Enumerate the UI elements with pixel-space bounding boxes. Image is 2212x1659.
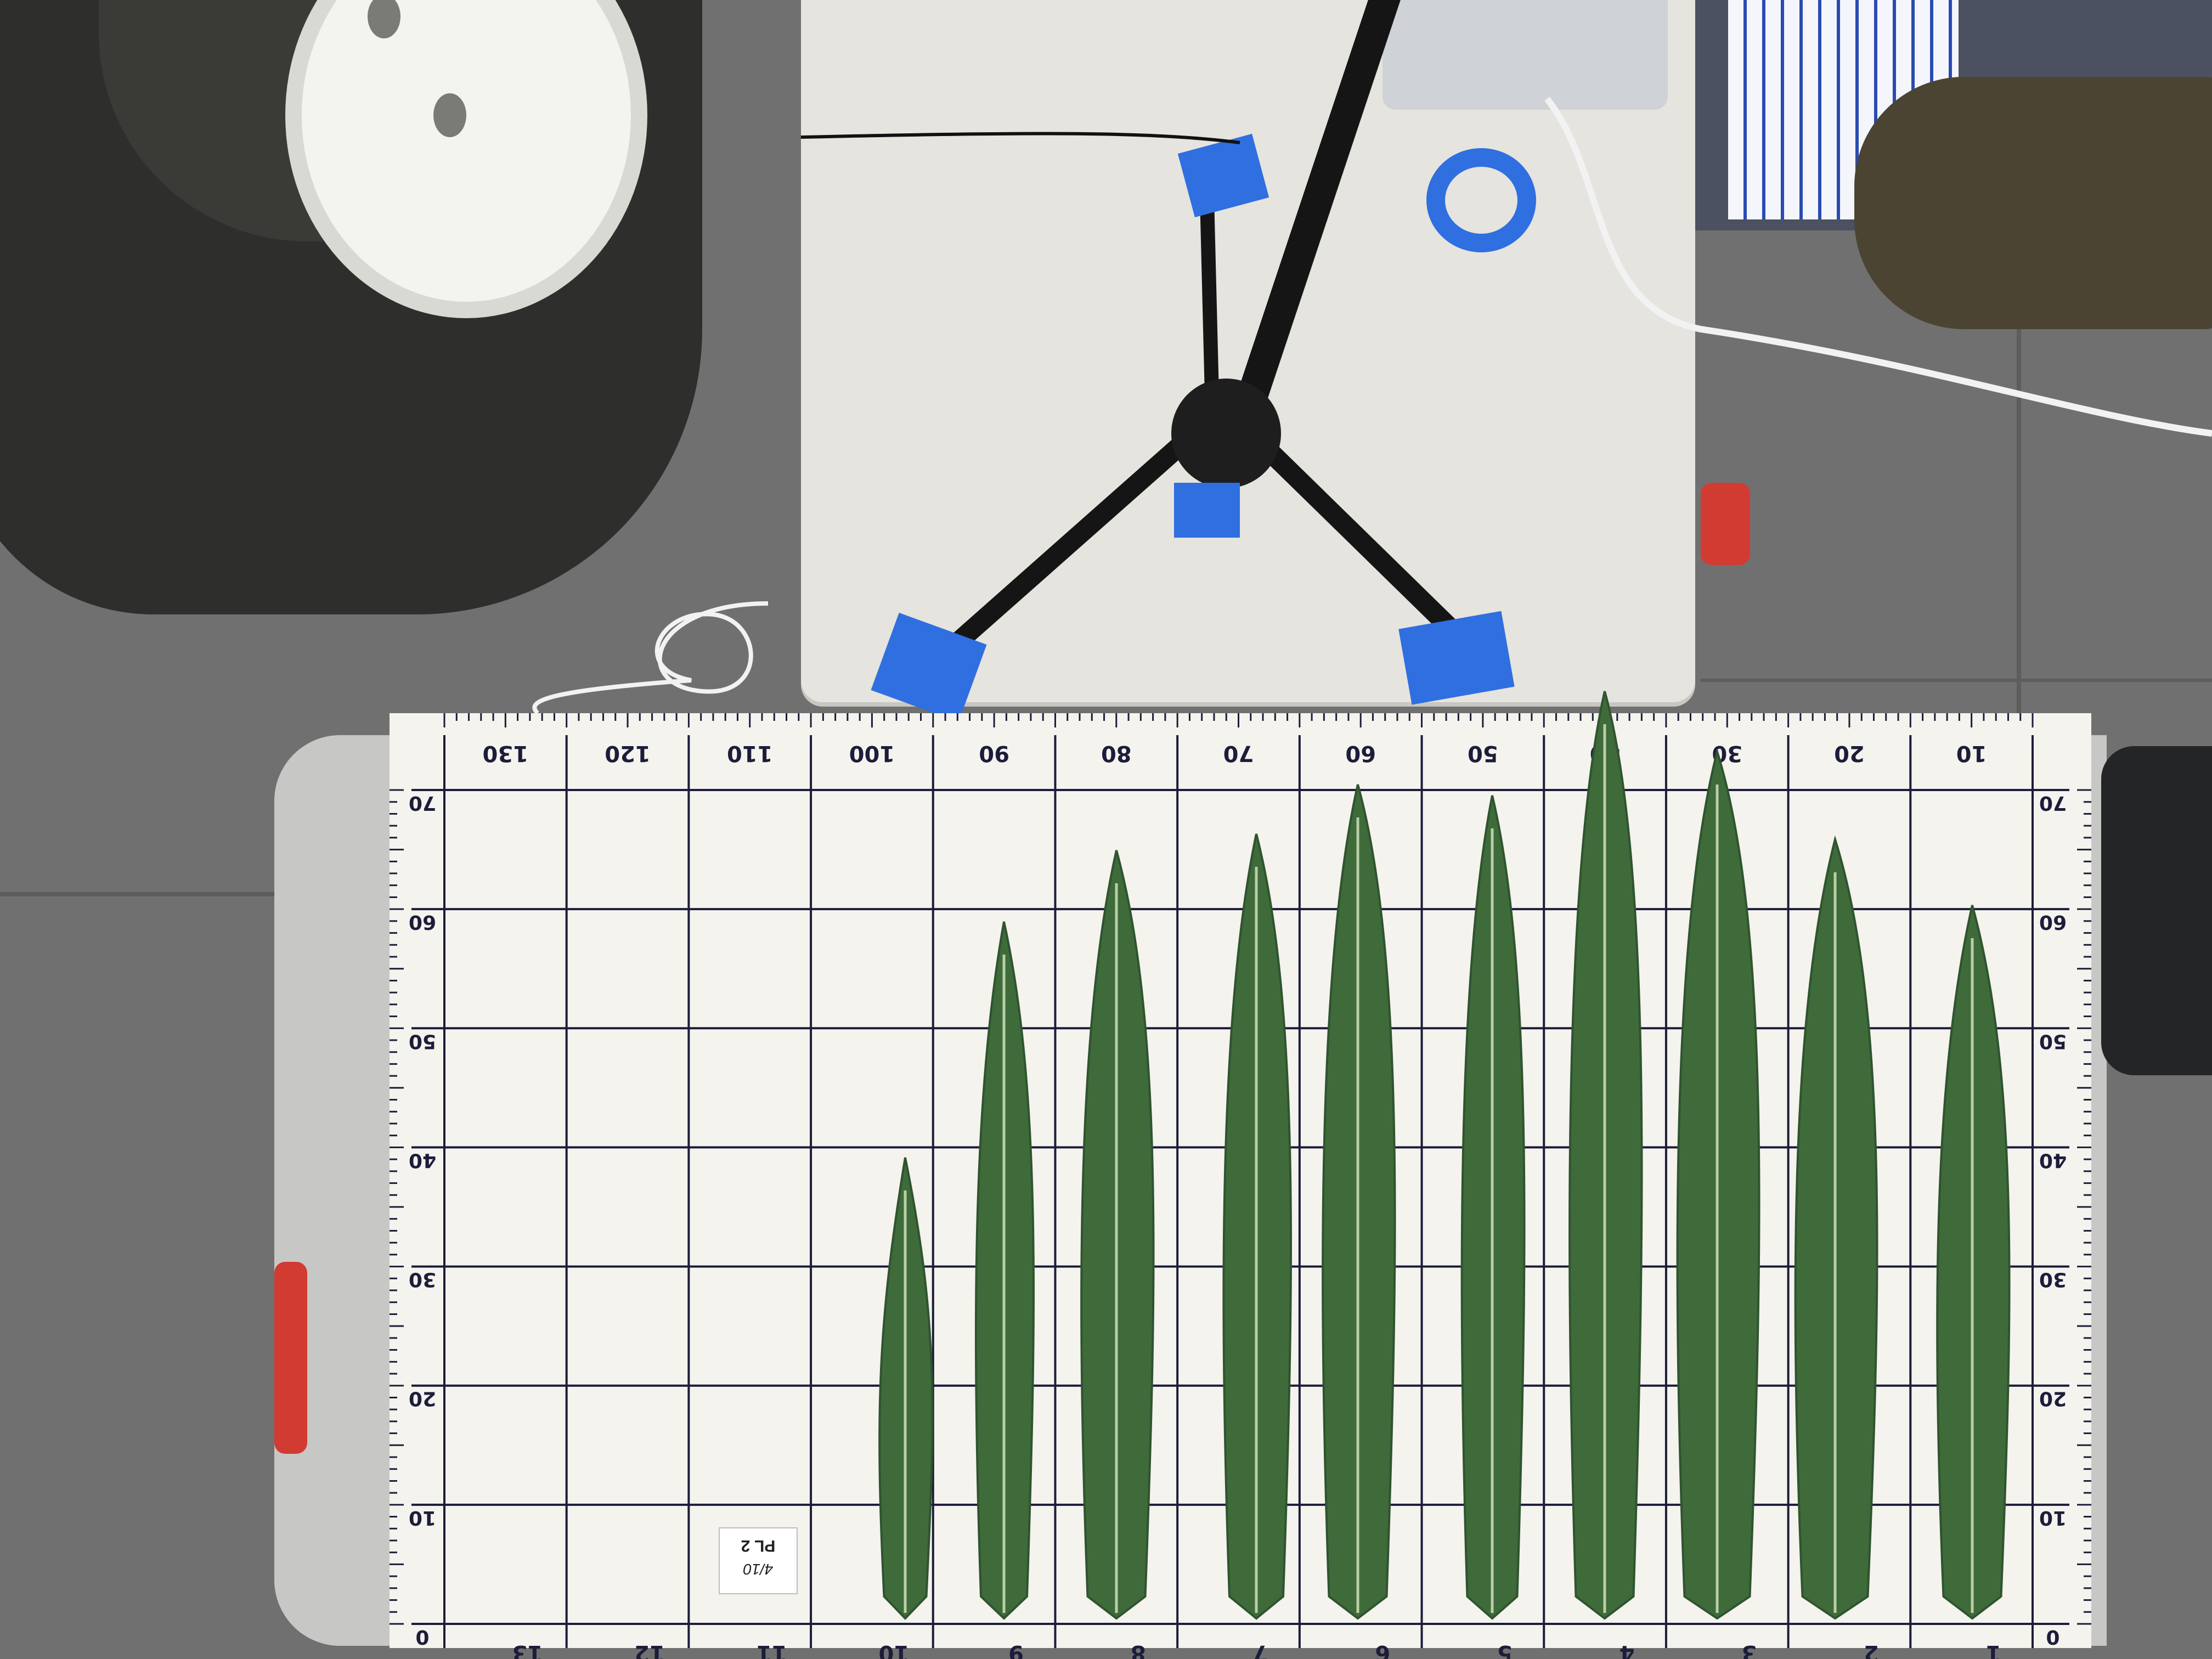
top-scale-label: 10 [1956, 741, 1987, 766]
left-scale-label: 60 [409, 911, 436, 933]
sample-label-card: PL 2 4/10 [719, 1527, 798, 1594]
bottom-scale-label: 3 [1741, 1640, 1757, 1659]
top-scale-label: 20 [1834, 741, 1865, 766]
bottom-scale-label: 5 [1497, 1640, 1513, 1659]
top-scale-label: 50 [1468, 741, 1498, 766]
top-scale-label: 90 [979, 741, 1009, 766]
bottom-scale-label: 6 [1375, 1640, 1390, 1659]
top-scale-label: 130 [483, 741, 529, 766]
left-scale-label: 50 [409, 1030, 436, 1052]
folding-table [801, 0, 1695, 702]
right-scale-label: 60 [2039, 911, 2067, 933]
bottom-scale-label: 8 [1131, 1640, 1146, 1659]
bottom-scale-label: 11 [757, 1640, 787, 1659]
left-scale-label: 70 [409, 792, 436, 814]
right-scale-label: 70 [2039, 792, 2067, 814]
right-scale-label: 50 [2039, 1030, 2067, 1052]
bottom-scale-label: 10 [879, 1640, 910, 1659]
sample-label-line1: PL 2 [741, 1537, 776, 1555]
top-scale-label: 110 [727, 741, 773, 766]
right-scale-label: 30 [2039, 1268, 2067, 1291]
person-jeans [2101, 746, 2212, 1075]
laptop [1383, 0, 1668, 110]
work-boot [1854, 77, 2212, 329]
right-scale-label: 40 [2039, 1149, 2067, 1171]
bottom-scale-label: 12 [634, 1640, 665, 1659]
sample-label-line2: 4/10 [743, 1561, 774, 1578]
bottom-scale-label: 1 [1986, 1640, 2001, 1659]
top-scale-label: 70 [1223, 741, 1254, 766]
bottom-scale-label: 7 [1253, 1640, 1268, 1659]
lug-hole [368, 0, 400, 38]
bottom-scale-label: 2 [1864, 1640, 1879, 1659]
right-scale-label: 10 [2039, 1506, 2067, 1529]
left-scale-label: 40 [409, 1149, 436, 1171]
left-scale-label: 10 [409, 1506, 436, 1529]
right-scale-label: 0 [2046, 1626, 2059, 1648]
bottom-scale-label: 9 [1008, 1640, 1024, 1659]
red-marker [274, 1262, 307, 1454]
red-marker [1701, 483, 1750, 565]
top-scale-label: 100 [849, 741, 895, 766]
top-scale-label: 80 [1101, 741, 1132, 766]
bottom-scale-label: 4 [1620, 1640, 1635, 1659]
left-scale-label: 20 [409, 1387, 436, 1410]
right-scale-label: 20 [2039, 1387, 2067, 1410]
top-scale-label: 60 [1345, 741, 1376, 766]
bottom-scale-label: 13 [512, 1640, 543, 1659]
top-scale-label: 120 [605, 741, 651, 766]
left-scale-label: 0 [415, 1626, 429, 1648]
left-scale-label: 30 [409, 1268, 436, 1291]
lug-hole [433, 93, 466, 137]
